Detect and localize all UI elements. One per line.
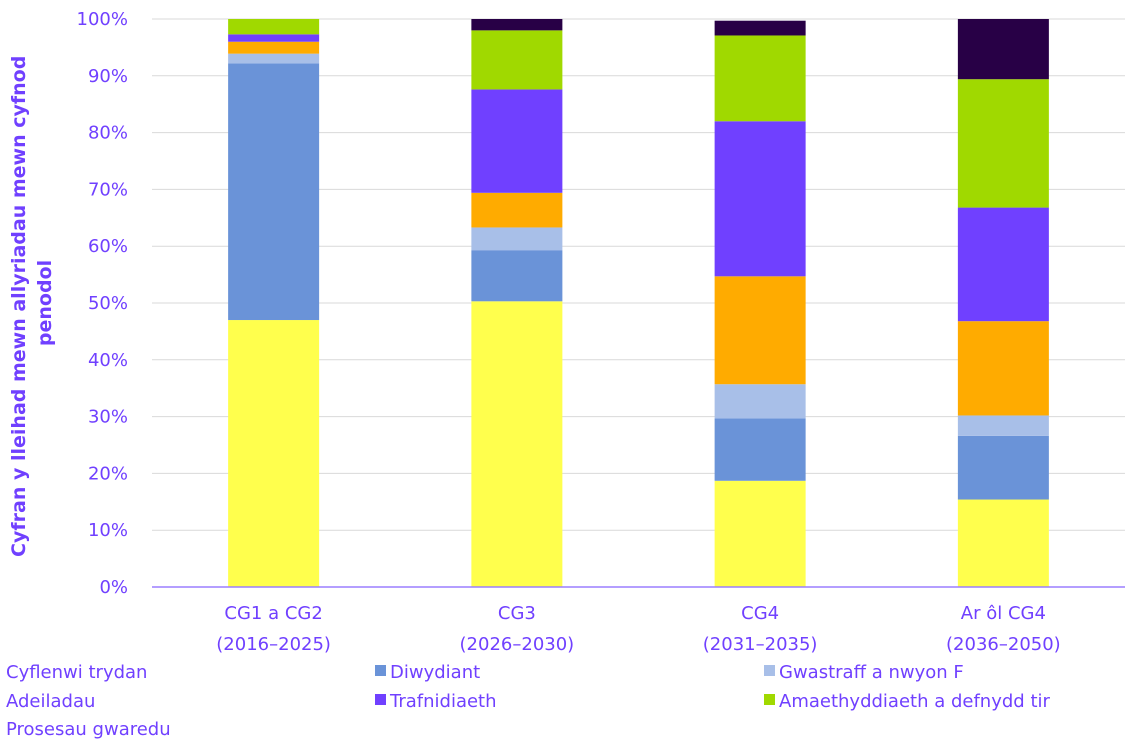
x-category-label: Ar ôl CG4 [961, 603, 1046, 624]
bar-segment [714, 35, 806, 122]
legend-label: Gwastraff a nwyon F [779, 662, 964, 683]
x-category-label: CG4 [741, 603, 779, 624]
bar-segment [957, 321, 1049, 416]
y-tick-label: 70% [88, 179, 128, 200]
y-tick-label: 30% [88, 407, 128, 428]
bar-segment [714, 121, 806, 277]
bar-segment [957, 207, 1049, 322]
bar-segment [714, 276, 806, 385]
y-tick-label: 40% [88, 350, 128, 371]
x-category-label: (2026–2030) [460, 634, 575, 655]
bar-segment [957, 435, 1049, 500]
legend-label: Cyflenwi trydan [6, 662, 147, 683]
x-category-label: CG1 a CG2 [224, 603, 322, 624]
bar-segment [714, 418, 806, 481]
y-axis-label: Cyfran y lleihad mewn allyriadau mewn cy… [8, 49, 56, 557]
bar-segment [471, 19, 563, 31]
bar-segment [471, 30, 563, 90]
y-axis-label-line-2: penodol [34, 260, 56, 346]
bar-segment [957, 79, 1049, 208]
legend-label: Amaethyddiaeth a defnydd tir [779, 691, 1050, 712]
legend-swatch [375, 665, 386, 676]
bar-segment [228, 19, 320, 35]
bar-segment [471, 301, 563, 587]
bar-segment [228, 53, 320, 64]
x-category-label: CG3 [498, 603, 536, 624]
y-tick-label: 90% [88, 66, 128, 87]
bar-segment [957, 415, 1049, 436]
bars [228, 19, 1049, 587]
legend-swatch [764, 694, 775, 705]
bar-segment [714, 20, 806, 36]
bar-segment [471, 250, 563, 302]
legend-swatch [764, 665, 775, 676]
y-tick-label: 20% [88, 463, 128, 484]
bar-segment [228, 63, 320, 321]
y-tick-label: 100% [77, 9, 128, 30]
bar-segment [957, 19, 1049, 80]
legend-label: Diwydiant [390, 662, 480, 683]
legend: Cyflenwi trydan Diwydiant Gwastraff a nwyo… [6, 662, 1050, 740]
bar-segment [228, 41, 320, 54]
bar-segment [471, 227, 563, 251]
y-tick-label: 60% [88, 236, 128, 257]
x-category-labels: CG1 a CG2 (2016–2025) CG3 (2026–2030) CG4 (20… [216, 603, 1060, 655]
legend-label: Adeiladau [6, 691, 95, 712]
y-tick-label: 0% [99, 577, 128, 598]
legend-swatch [375, 694, 386, 705]
bar-segment [471, 192, 563, 228]
legend-label: Prosesau gwaredu [6, 719, 171, 740]
x-category-label: (2016–2025) [216, 634, 331, 655]
y-tick-label: 50% [88, 293, 128, 314]
bar-segment [714, 384, 806, 419]
x-category-label: (2036–2050) [946, 634, 1061, 655]
bar-segment [957, 499, 1049, 587]
bar-segment [228, 320, 320, 587]
y-tick-label: 80% [88, 123, 128, 144]
x-category-label: (2031–2035) [703, 634, 818, 655]
y-tick-label: 10% [88, 520, 128, 541]
bar-segment [228, 34, 320, 42]
y-axis-label-line-1: Cyfran y lleihad mewn allyriadau mewn cy… [8, 56, 30, 557]
y-tick-labels: 0% 10% 20% 30% 40% 50% 60% 70% 80% 90% 100% [77, 9, 128, 598]
bar-segment [471, 89, 563, 193]
bar-segment [714, 480, 806, 587]
legend-label: Trafnidiaeth [389, 691, 497, 712]
